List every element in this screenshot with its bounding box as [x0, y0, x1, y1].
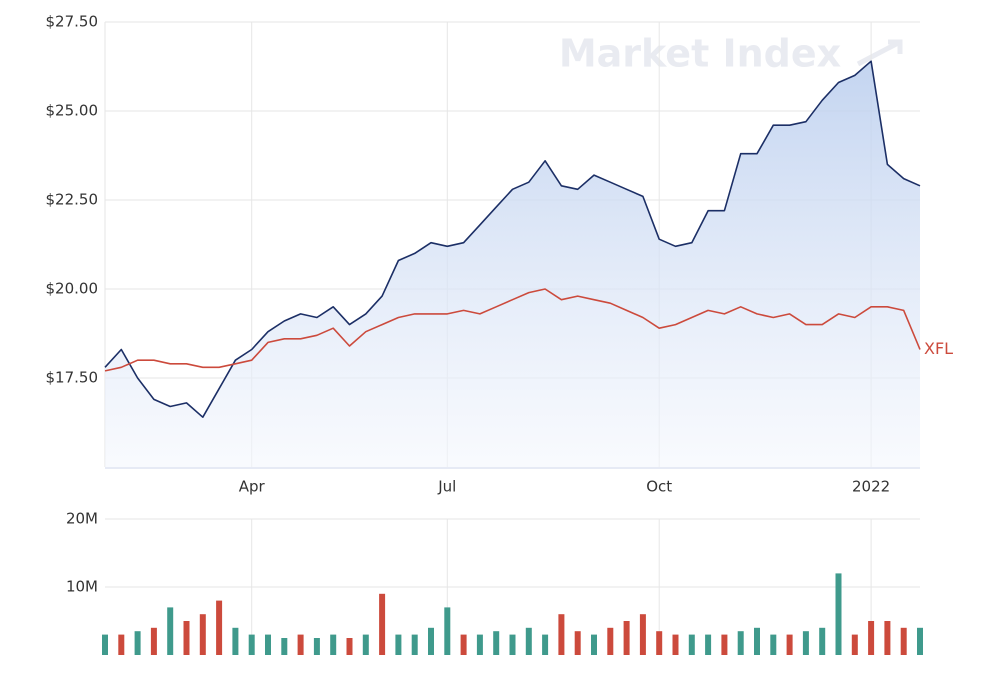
volume-bar — [591, 634, 597, 655]
volume-bar — [460, 634, 467, 655]
volume-bar — [623, 621, 630, 655]
volume-bar — [232, 627, 239, 655]
volume-bar — [428, 627, 434, 655]
volume-bar — [199, 614, 206, 655]
volume-bar — [705, 634, 712, 655]
volume-bar — [607, 627, 614, 655]
volume-bar — [721, 634, 728, 655]
volume-bar — [411, 634, 418, 655]
volume-bar — [884, 621, 891, 655]
y-tick-label: 10M — [66, 578, 98, 596]
x-tick-label: Apr — [239, 478, 266, 496]
volume-bar — [313, 638, 320, 655]
y-tick-label: $20.00 — [46, 280, 99, 298]
volume-bar — [851, 634, 858, 655]
volume-bar — [346, 638, 353, 655]
volume-bar — [281, 638, 288, 655]
volume-bar — [574, 631, 581, 655]
volume-bar — [476, 634, 483, 655]
volume-bar — [509, 634, 516, 655]
volume-bar — [248, 634, 255, 655]
volume-bar — [379, 593, 386, 655]
y-tick-label: $27.50 — [46, 13, 99, 31]
line — [104, 288, 921, 372]
volume-bar — [102, 634, 108, 655]
volume-bar — [672, 634, 679, 655]
volume-bar — [639, 614, 646, 655]
volume-bar — [444, 607, 451, 655]
volume-bar — [395, 634, 402, 655]
volume-bar — [362, 634, 369, 655]
volume-bar — [656, 631, 663, 655]
volume-bar — [542, 634, 549, 655]
volume-bar — [900, 627, 907, 655]
x-tick-label: 2022 — [852, 478, 890, 496]
volume-bar — [754, 627, 760, 655]
x-tick-label: Oct — [646, 478, 672, 496]
volume-bar — [297, 634, 304, 655]
watermark: Market Index — [559, 32, 841, 76]
volume-bar — [819, 627, 826, 655]
volume-bar — [688, 634, 695, 655]
y-tick-label: 20M — [66, 510, 98, 528]
volume-bar — [835, 573, 842, 655]
volume-bar — [737, 631, 744, 655]
volume-bar — [525, 627, 532, 655]
volume-bar — [802, 631, 809, 655]
y-tick-label: $25.00 — [46, 102, 99, 120]
volume-bar — [786, 634, 793, 655]
volume-bar — [118, 634, 125, 655]
volume-bar — [558, 614, 565, 655]
volume-bar — [770, 634, 777, 655]
y-tick-label: $22.50 — [46, 191, 99, 209]
volume-bar — [134, 631, 141, 655]
volume-bar — [493, 631, 500, 655]
volume-bar — [167, 607, 174, 655]
volume-bar — [917, 627, 923, 655]
volume-bar — [216, 600, 223, 655]
volume-bar — [150, 627, 157, 655]
series-label: XFL — [924, 339, 953, 358]
y-tick-label: $17.50 — [46, 369, 99, 387]
watermark-icon — [856, 39, 903, 67]
volume-bar — [868, 621, 875, 655]
volume-bar — [265, 634, 271, 655]
volume-bar — [330, 634, 337, 655]
x-tick-label: Jul — [437, 478, 456, 496]
line — [104, 60, 921, 418]
area — [105, 61, 920, 467]
volume-bar — [183, 621, 190, 655]
